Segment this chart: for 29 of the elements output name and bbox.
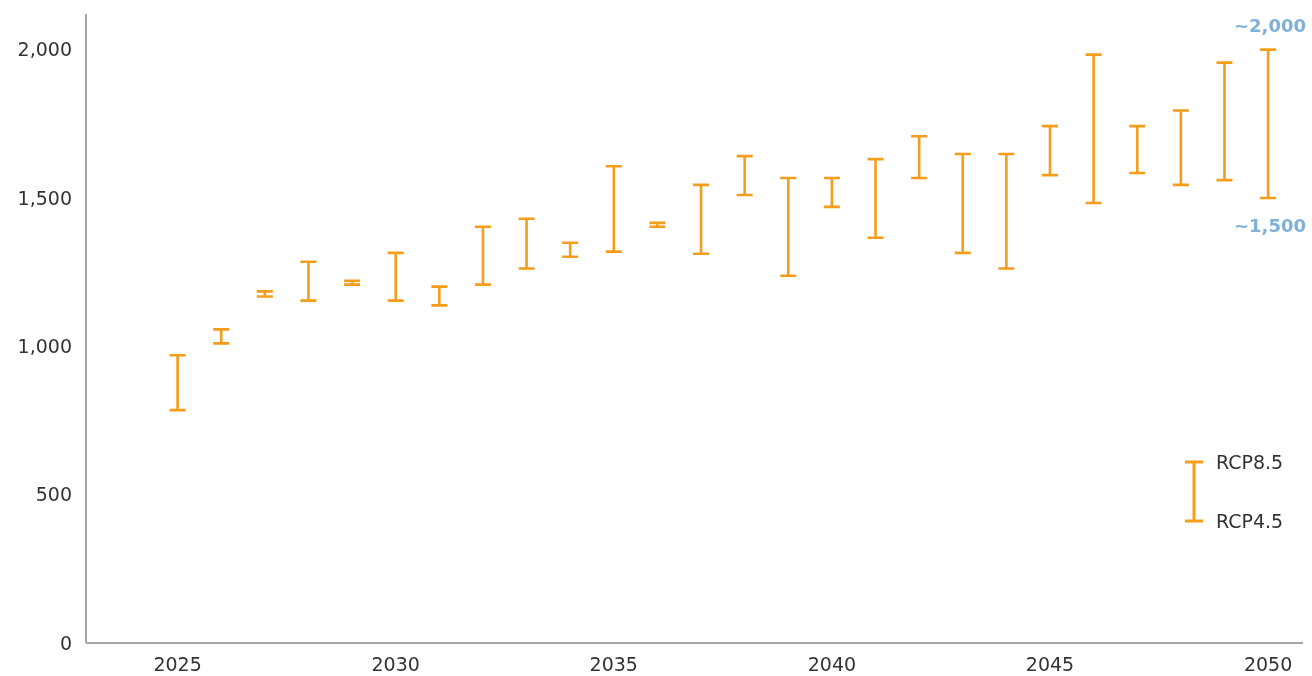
annotation: ~2,000	[1233, 14, 1306, 36]
x-tick-label: 2030	[371, 653, 420, 675]
bar	[786, 178, 790, 276]
bar	[438, 286, 441, 306]
y-tick-label: 1,500	[17, 186, 72, 209]
y-tick-label: 2,000	[17, 38, 72, 61]
x-tick-label: 2050	[1243, 653, 1293, 675]
bar	[961, 154, 965, 253]
bar	[307, 261, 310, 301]
x-tick-label: 2025	[153, 653, 202, 675]
x-tick-label: 2045	[1025, 653, 1075, 675]
bar	[1092, 54, 1095, 203]
bar	[874, 159, 877, 238]
bar	[219, 329, 223, 344]
bar	[1005, 154, 1008, 269]
y-tick-label: 1,000	[17, 334, 72, 357]
y-tick-label: 0	[59, 631, 72, 654]
x-tick-label: 2040	[807, 653, 857, 675]
bar	[743, 156, 746, 195]
bar	[1135, 126, 1139, 174]
x-tick-label: 2035	[589, 653, 638, 675]
annotation: RCP4.5	[1216, 509, 1284, 532]
bar	[525, 218, 528, 269]
bar	[176, 355, 179, 411]
y-tick-label: 500	[35, 483, 72, 506]
annotation: RCP8.5	[1216, 450, 1284, 473]
annotation: ~1,500	[1233, 215, 1306, 237]
bar	[1223, 62, 1226, 181]
bar	[394, 252, 397, 301]
